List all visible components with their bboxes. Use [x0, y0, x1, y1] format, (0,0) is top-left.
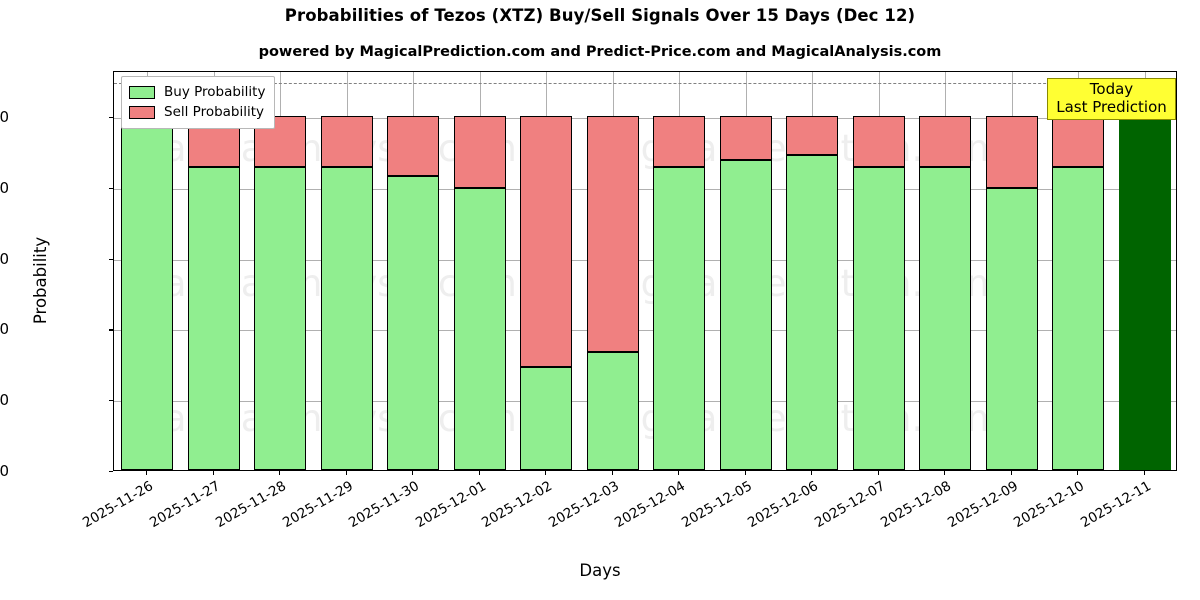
bar-segment-buy[interactable]	[985, 187, 1038, 470]
bar-group[interactable]	[985, 72, 1038, 470]
bar-group[interactable]	[919, 72, 972, 470]
gridline-horizontal	[114, 118, 1176, 120]
x-axis-tick-mark	[412, 471, 414, 475]
bar-segment-buy[interactable]	[586, 352, 639, 470]
bar-group[interactable]	[520, 72, 573, 470]
bar-segment-buy[interactable]	[719, 160, 772, 470]
bar-segment-buy[interactable]	[852, 167, 905, 470]
today-annotation-line1: Today	[1089, 80, 1134, 98]
legend-label-sell: Sell Probability	[164, 104, 265, 120]
y-axis-tick-mark	[109, 258, 113, 260]
legend-item-sell: Sell Probability	[129, 102, 265, 122]
bar-group[interactable]	[254, 72, 307, 470]
bar-segment-buy[interactable]	[919, 167, 972, 470]
bar-group[interactable]	[121, 72, 174, 470]
x-axis-tick-mark	[279, 471, 281, 475]
x-axis-tick-mark	[811, 471, 813, 475]
x-axis-tick-mark	[1143, 471, 1145, 475]
bar-segment-buy[interactable]	[653, 167, 706, 470]
bar-segment-buy[interactable]	[121, 116, 174, 470]
bar-segment-sell[interactable]	[320, 116, 373, 168]
bar-segment-buy[interactable]	[1052, 167, 1105, 470]
bar-group[interactable]	[320, 72, 373, 470]
bar-group[interactable]	[1052, 72, 1105, 470]
y-axis-tick-label: 0	[0, 462, 9, 480]
chart-title: Probabilities of Tezos (XTZ) Buy/Sell Si…	[284, 6, 916, 25]
y-axis-tick-label: 60	[0, 249, 9, 268]
bar-segment-sell[interactable]	[852, 116, 905, 168]
legend-swatch-buy	[129, 85, 155, 99]
bar-segment-buy[interactable]	[786, 154, 839, 470]
y-axis-tick-mark	[109, 329, 113, 331]
y-axis-tick-mark	[109, 187, 113, 189]
gridline-horizontal	[114, 188, 1176, 190]
bar-group[interactable]	[187, 72, 240, 470]
x-axis-tick-mark	[877, 471, 879, 475]
bar-segment-sell[interactable]	[1052, 116, 1105, 168]
y-axis-tick-label: 80	[0, 178, 9, 197]
x-axis-tick-mark	[345, 471, 347, 475]
bar-group[interactable]	[653, 72, 706, 470]
chart-subtitle: powered by MagicalPrediction.com and Pre…	[258, 44, 942, 60]
legend-swatch-sell	[129, 105, 155, 119]
x-axis-tick-mark	[146, 471, 148, 475]
y-axis-tick-label: 40	[0, 320, 9, 339]
x-axis-tick-mark	[212, 471, 214, 475]
x-axis-tick-mark	[678, 471, 680, 475]
x-axis-tick-mark	[545, 471, 547, 475]
bar-segment-sell[interactable]	[387, 116, 440, 177]
x-axis-tick-mark	[478, 471, 480, 475]
y-axis-tick-mark	[109, 400, 113, 402]
x-axis-tick-mark	[1077, 471, 1079, 475]
y-axis-tick-mark	[109, 117, 113, 119]
bar-group[interactable]	[387, 72, 440, 470]
bar-group[interactable]	[1118, 72, 1171, 470]
bar-segment-buy[interactable]	[320, 167, 373, 470]
x-axis-tick-mark	[1010, 471, 1012, 475]
gridline-horizontal	[114, 330, 1176, 332]
reference-line	[114, 82, 1176, 84]
bar-group[interactable]	[786, 72, 839, 470]
bar-group[interactable]	[586, 72, 639, 470]
bar-segment-sell[interactable]	[985, 116, 1038, 188]
bar-segment-sell[interactable]	[919, 116, 972, 168]
x-axis-tick-mark	[944, 471, 946, 475]
bar-segment-buy[interactable]	[520, 367, 573, 470]
bar-segment-buy[interactable]	[453, 187, 506, 470]
bar-segment-sell[interactable]	[453, 116, 506, 188]
bars-layer	[114, 72, 1176, 470]
legend-item-buy: Buy Probability	[129, 82, 265, 102]
bar-segment-sell[interactable]	[586, 116, 639, 353]
x-axis-tick-mark	[611, 471, 613, 475]
bar-segment-sell[interactable]	[786, 116, 839, 155]
today-annotation-line2: Last Prediction	[1056, 97, 1167, 116]
bar-group[interactable]	[719, 72, 772, 470]
bar-group[interactable]	[453, 72, 506, 470]
y-axis-tick-mark	[109, 471, 113, 473]
bar-segment-today[interactable]	[1118, 116, 1171, 470]
y-axis-label: Probability	[31, 236, 51, 325]
y-axis-tick-label: 20	[0, 391, 9, 410]
bar-segment-sell[interactable]	[653, 116, 706, 168]
legend-label-buy: Buy Probability	[164, 84, 266, 100]
bar-segment-buy[interactable]	[387, 176, 440, 470]
bar-segment-sell[interactable]	[719, 116, 772, 161]
gridline-horizontal	[114, 401, 1176, 403]
chart-legend: Buy Probability Sell Probability	[121, 76, 276, 129]
y-axis-tick-label: 100	[0, 108, 9, 127]
x-axis-tick-mark	[744, 471, 746, 475]
today-annotation: Today Last Prediction	[1047, 78, 1176, 121]
x-axis-label: Days	[579, 561, 621, 580]
bar-segment-buy[interactable]	[187, 167, 240, 470]
bar-segment-buy[interactable]	[254, 167, 307, 470]
plot-area: MagicalAnalysis.comMagicalPrediction.com…	[113, 71, 1177, 471]
bar-segment-sell[interactable]	[520, 116, 573, 368]
gridline-horizontal	[114, 259, 1176, 261]
bar-group[interactable]	[852, 72, 905, 470]
